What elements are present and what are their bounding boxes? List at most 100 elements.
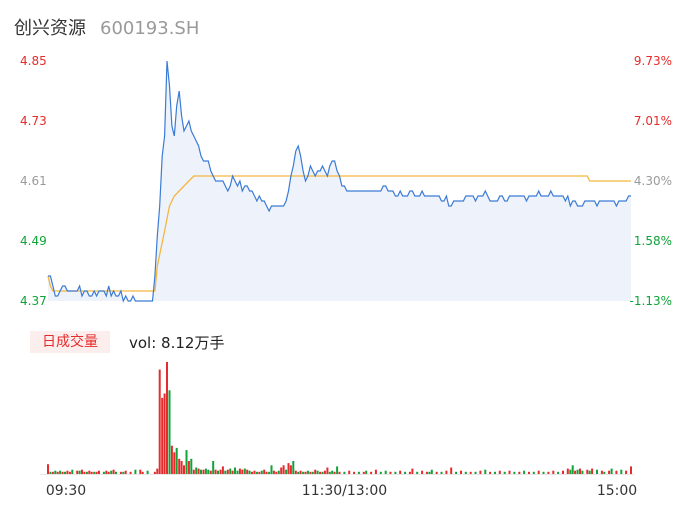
y-tick-left-0: 4.85 xyxy=(20,54,47,68)
volume-bar xyxy=(357,471,360,474)
volume-bar xyxy=(630,466,632,474)
volume-bar xyxy=(484,469,487,474)
volume-bar xyxy=(297,471,300,474)
volume-bar xyxy=(440,471,443,474)
volume-bar xyxy=(64,471,66,474)
volume-bar xyxy=(107,471,110,474)
volume-bar xyxy=(141,471,144,474)
volume-bar xyxy=(156,468,159,474)
volume-bar xyxy=(54,470,57,474)
volume-bar xyxy=(183,465,185,474)
volume-bar xyxy=(323,470,326,474)
y-tick-left-3: 4.49 xyxy=(20,234,47,248)
volume-bar xyxy=(489,471,492,474)
price-area xyxy=(48,61,631,301)
volume-bar xyxy=(338,471,341,474)
volume-bar xyxy=(202,469,205,474)
volume-bar xyxy=(115,471,117,474)
volume-bar xyxy=(537,470,540,474)
volume-bar xyxy=(399,470,402,474)
y-tick-right-3: 1.58% xyxy=(634,234,672,248)
volume-layer xyxy=(40,362,634,475)
volume-bar xyxy=(547,471,550,474)
volume-bar xyxy=(251,471,253,474)
volume-bar xyxy=(226,469,229,474)
volume-bar xyxy=(620,469,623,474)
volume-bar xyxy=(90,471,93,474)
y-tick-right-4: -1.13% xyxy=(630,294,672,308)
volume-bar xyxy=(428,471,431,474)
volume-bar xyxy=(304,471,307,474)
volume-bar xyxy=(209,470,212,474)
volume-bar xyxy=(374,469,377,474)
volume-bar xyxy=(119,471,122,474)
volume-tab[interactable]: 日成交量 xyxy=(30,331,110,353)
volume-bar xyxy=(195,467,198,474)
stock-name: 创兴资源 xyxy=(14,18,86,39)
volume-bar xyxy=(158,369,161,474)
volume-bar xyxy=(576,469,579,474)
y-tick-right-2: 4.30% xyxy=(634,174,672,188)
volume-bar xyxy=(314,469,317,474)
volume-bar xyxy=(498,470,501,474)
volume-bar xyxy=(253,470,256,474)
volume-bar xyxy=(163,393,166,474)
volume-bar xyxy=(557,471,560,474)
volume-bar xyxy=(275,471,278,474)
volume-bar xyxy=(581,470,584,474)
volume-bar xyxy=(161,397,164,474)
volume-bar xyxy=(263,469,266,474)
volume-bar xyxy=(299,470,302,474)
volume-bar xyxy=(217,470,219,474)
volume-bar xyxy=(190,458,193,474)
volume-bar xyxy=(610,468,613,474)
volume-bar xyxy=(166,362,168,474)
volume-bar xyxy=(272,470,275,474)
volume-bar xyxy=(238,468,241,474)
volume-bar xyxy=(98,470,100,474)
volume-bar xyxy=(603,471,606,474)
volume-bar xyxy=(353,471,356,474)
volume-bar xyxy=(455,471,458,474)
volume-bar xyxy=(49,471,52,474)
volume-bar xyxy=(173,452,176,474)
volume-bar xyxy=(268,471,271,474)
volume-bar xyxy=(523,470,526,474)
volume-bar xyxy=(51,471,54,474)
volume-bar xyxy=(68,471,71,474)
volume-bar xyxy=(389,471,392,474)
volume-bar xyxy=(47,464,49,474)
volume-bar xyxy=(294,470,297,474)
volume-bar xyxy=(326,467,329,474)
volume-bar xyxy=(243,468,246,474)
volume-bar xyxy=(270,465,273,474)
volume-bar xyxy=(214,469,217,474)
volume-bar xyxy=(532,471,535,474)
volume-bar xyxy=(494,471,496,474)
stock-code: 600193.SH xyxy=(100,18,200,39)
volume-bar xyxy=(311,471,314,474)
volume-bar xyxy=(309,471,312,474)
volume-bar xyxy=(248,470,251,474)
volume-bar xyxy=(224,470,227,474)
volume-bar xyxy=(187,461,190,474)
volume-bar xyxy=(348,470,351,474)
volume-bar xyxy=(289,465,292,474)
volume-bar xyxy=(579,468,581,474)
volume-bar xyxy=(379,471,382,474)
volume-bar xyxy=(408,471,411,474)
volume-bar xyxy=(95,471,98,474)
volume-bar xyxy=(306,470,309,474)
volume-bar xyxy=(321,471,324,474)
y-tick-left-1: 4.73 xyxy=(20,114,47,128)
volume-bar xyxy=(588,470,591,474)
volume-bar xyxy=(146,470,149,474)
volume-bar xyxy=(336,466,339,474)
volume-bar xyxy=(316,470,319,474)
volume-bar xyxy=(102,471,105,474)
volume-bar xyxy=(608,470,611,474)
volume-bar xyxy=(255,471,258,474)
volume-bar xyxy=(445,470,448,474)
volume-bar xyxy=(333,471,336,474)
volume-bar xyxy=(139,469,142,474)
